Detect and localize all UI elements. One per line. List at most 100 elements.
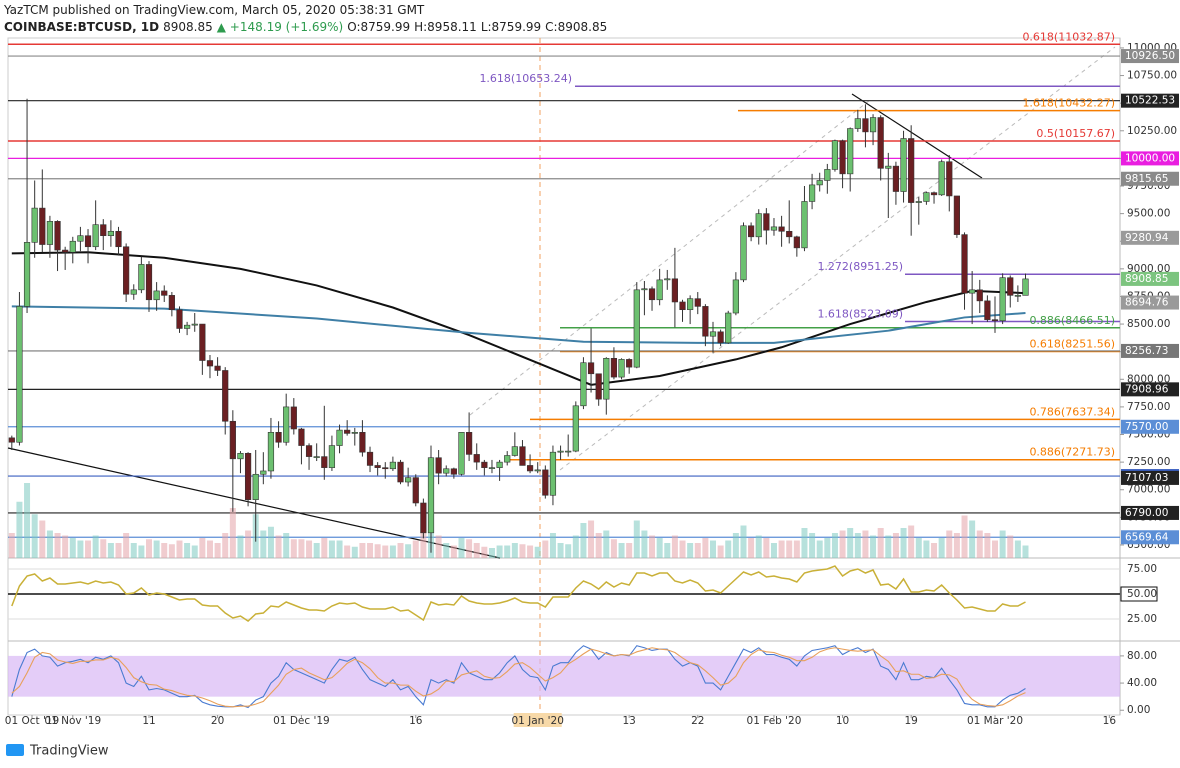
candle-body xyxy=(923,192,930,202)
candle-body xyxy=(778,226,785,232)
candle-body xyxy=(572,405,579,452)
candle-body xyxy=(344,429,351,434)
candle-body xyxy=(145,264,153,301)
volume-bar xyxy=(24,483,31,558)
volume-bar xyxy=(100,539,107,558)
back-layer: 6500.006750.007000.007250.007500.007750.… xyxy=(5,42,1177,727)
volume-bar xyxy=(496,545,503,558)
x-tick-label: 16 xyxy=(409,715,423,727)
volume-bar xyxy=(389,545,396,558)
candle-body xyxy=(69,240,76,253)
candle-body xyxy=(511,446,518,456)
candle-body xyxy=(641,288,648,291)
close: C:8908.85 xyxy=(545,20,608,34)
price-tag-label: 7908.96 xyxy=(1125,383,1169,395)
candle-body xyxy=(626,359,633,368)
candle-body xyxy=(488,467,496,469)
price-tag-label: 9815.65 xyxy=(1125,173,1168,185)
candle-body xyxy=(107,230,114,237)
volume-bar xyxy=(359,543,366,558)
y-tick-label: 8000.00 xyxy=(1127,373,1170,385)
candle-body xyxy=(526,465,534,472)
candle-body xyxy=(382,467,389,470)
candle-body xyxy=(389,461,396,470)
price-tag-label: 6790.00 xyxy=(1125,507,1168,519)
candle-body xyxy=(153,290,160,301)
candle-body xyxy=(54,221,61,251)
x-tick-highlight xyxy=(513,713,562,727)
candle-body xyxy=(862,118,869,133)
candle-body xyxy=(717,331,724,344)
volume-bar xyxy=(953,533,960,558)
volume-bar xyxy=(778,540,785,558)
volume-bar xyxy=(961,515,968,558)
candle-body xyxy=(222,370,229,422)
candle-body xyxy=(946,161,953,197)
volume-bar xyxy=(572,535,579,558)
candle-body xyxy=(839,140,846,175)
candle-body xyxy=(84,235,92,248)
fib-label: 0.886(7271.73) xyxy=(1029,446,1115,459)
volume-bar xyxy=(618,543,625,558)
volume-bar xyxy=(435,535,442,558)
volume-bar xyxy=(641,530,648,558)
candle-body xyxy=(664,278,671,281)
candle-body xyxy=(168,295,175,311)
price-tag-label: 8908.85 xyxy=(1125,273,1168,285)
price-tag-label: 10522.53 xyxy=(1125,95,1175,107)
change: ▲ +148.19 (+1.69%) xyxy=(216,20,344,34)
x-tick-label: 01 Jan '20 xyxy=(511,715,563,727)
fib-label: 1.618(10432.27) xyxy=(1022,97,1115,110)
volume-bar xyxy=(946,530,953,558)
volume-bar xyxy=(702,538,709,558)
candle-body xyxy=(39,207,46,245)
candle-body xyxy=(496,461,503,468)
candle-body xyxy=(199,323,206,361)
volume-bar xyxy=(527,545,534,558)
candle-body xyxy=(930,192,938,196)
candle-body xyxy=(687,298,694,311)
candle-body xyxy=(23,242,31,307)
candle-body xyxy=(740,225,747,281)
candle-body xyxy=(191,323,198,326)
price-tag xyxy=(1121,470,1179,485)
front-layer: 0.618(11032.87) 1.618(10653.24) 1.618(1043… xyxy=(479,30,1179,545)
x-tick-label: 01 Dec '19 xyxy=(273,715,330,727)
candle-body xyxy=(679,301,686,311)
rsi-tick-label: 25.00 xyxy=(1127,613,1157,625)
candle-body xyxy=(206,360,214,367)
candle-body xyxy=(473,454,480,463)
candle-body xyxy=(877,117,884,169)
volume-bar xyxy=(245,530,252,558)
y-tick-label: 10250.00 xyxy=(1127,125,1177,137)
volume-bar xyxy=(725,540,732,558)
x-tick-label: 01 Feb '20 xyxy=(747,715,802,727)
volume-bar xyxy=(351,546,358,558)
candle-body xyxy=(915,201,922,203)
candle-body xyxy=(595,373,602,400)
volume-bar xyxy=(839,530,846,558)
candle-body xyxy=(321,456,328,468)
volume-bar xyxy=(130,543,137,558)
candle-body xyxy=(130,289,137,295)
symbol: COINBASE:BTCUSD, 1D xyxy=(4,20,160,34)
volume-bar xyxy=(816,540,823,558)
volume-bar xyxy=(275,535,282,558)
candle-body xyxy=(466,432,473,455)
candle-body xyxy=(435,457,442,474)
volume-bar xyxy=(191,545,198,558)
candle-body xyxy=(123,246,130,295)
price-tag-label: 8694.76 xyxy=(1125,297,1169,309)
candle-body xyxy=(565,450,572,453)
candle-body xyxy=(115,230,122,248)
volume-bar xyxy=(999,530,1006,558)
candle-body xyxy=(618,359,625,378)
candle-body xyxy=(725,312,732,344)
volume-bar xyxy=(679,540,686,558)
candle-body xyxy=(824,169,831,181)
volume-bar xyxy=(748,538,755,558)
volume-bar xyxy=(313,543,320,558)
stoch-band xyxy=(8,655,1120,697)
candle-body xyxy=(991,319,999,322)
